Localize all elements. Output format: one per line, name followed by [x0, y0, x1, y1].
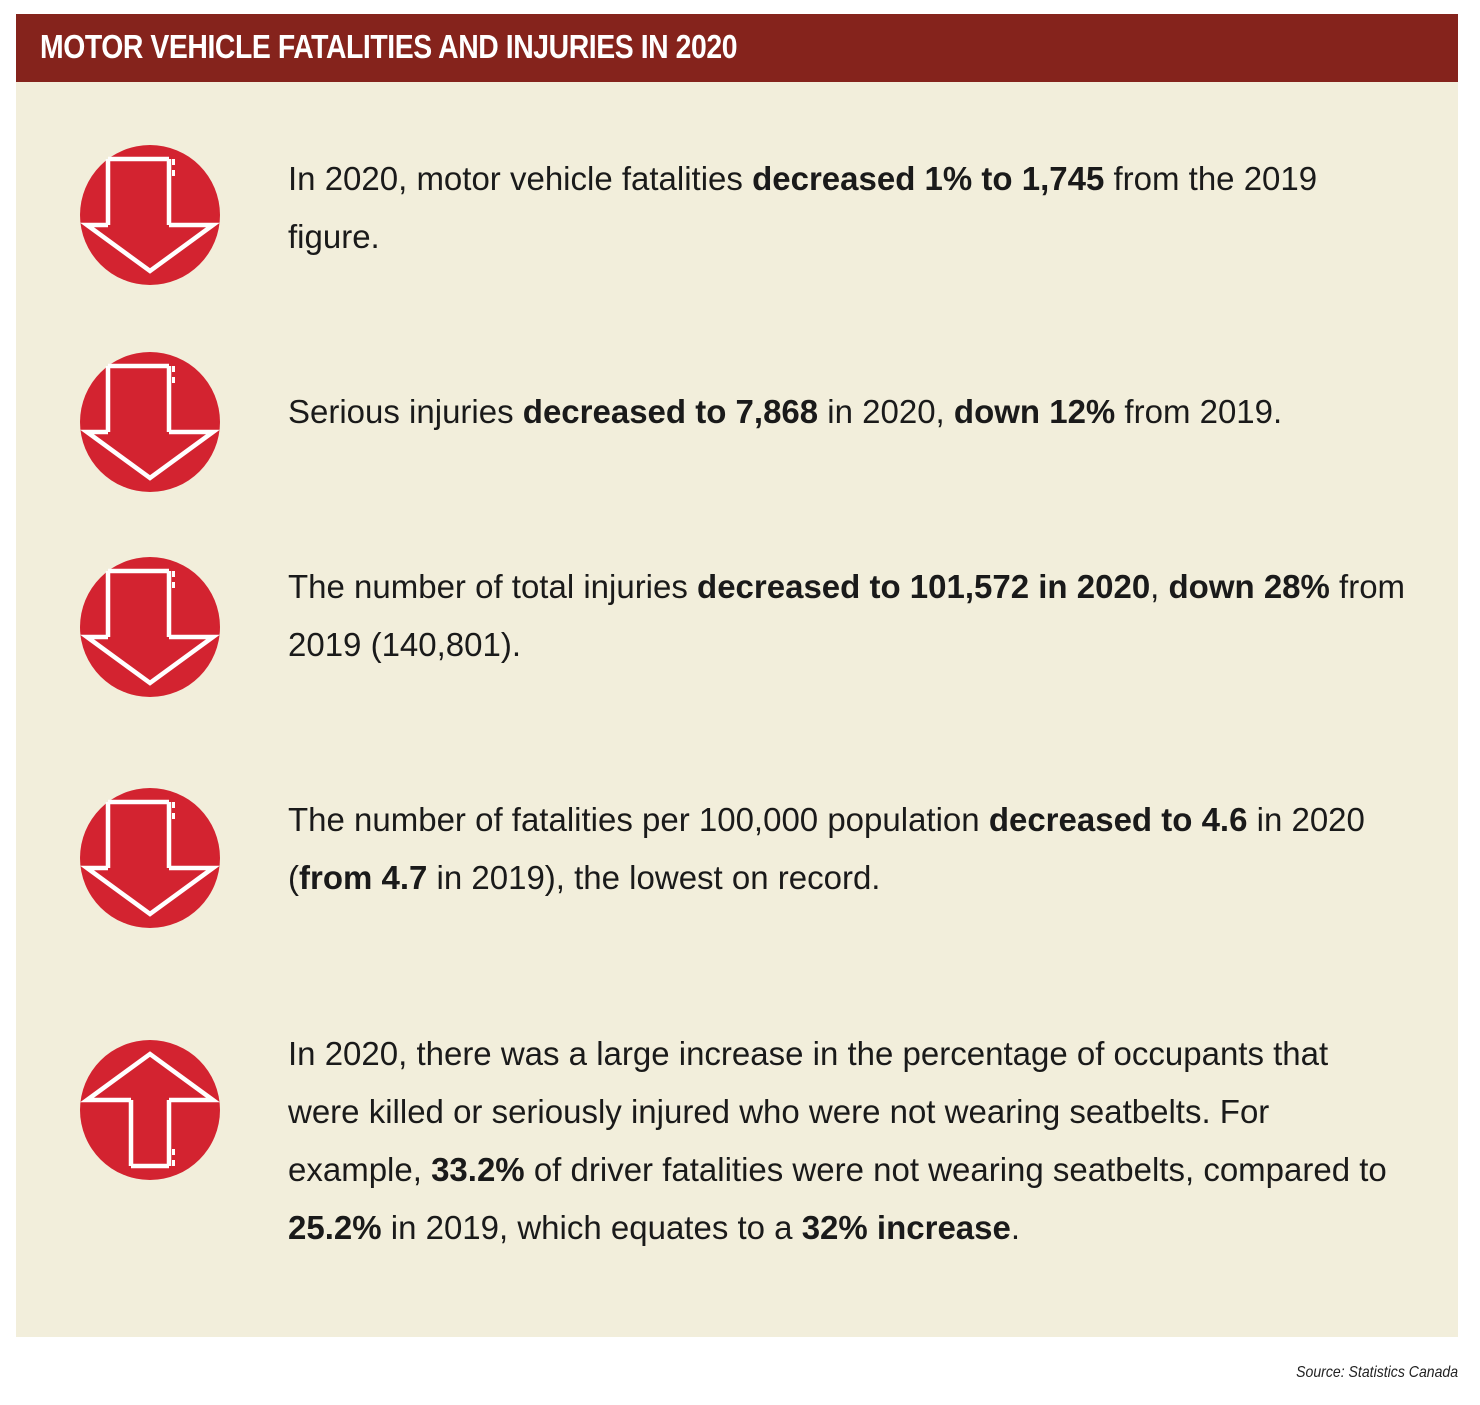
title-bar: MOTOR VEHICLE FATALITIES AND INJURIES IN…: [16, 14, 1458, 82]
segment: ,: [1150, 568, 1169, 605]
highlight: 33.2%: [431, 1151, 525, 1188]
highlight: decreased to 101,572 in 2020: [697, 568, 1151, 605]
highlight: decreased to 4.6: [988, 801, 1248, 838]
highlight: from 4.7: [299, 859, 428, 896]
highlight: decreased 1% to 1,745: [752, 160, 1105, 197]
segment: from the 2019 figure.: [288, 160, 1318, 255]
arrow-down-icon: [80, 788, 220, 928]
segment: The number of total injuries: [288, 568, 698, 605]
stat-text-serious-injuries: Serious injuries decreased to 7,868 in 2…: [288, 383, 1408, 441]
arrow-down-icon: [80, 352, 220, 492]
segment: from 2019 (140,801).: [288, 568, 1406, 663]
arrow-up-icon: [80, 1040, 220, 1180]
stat-text-fatalities: In 2020, motor vehicle fatalities decrea…: [288, 150, 1408, 266]
segment: in 2020,: [818, 393, 954, 430]
highlight: 32% increase: [801, 1209, 1011, 1246]
arrow-down-icon: [80, 145, 220, 285]
highlight: down 12%: [953, 393, 1116, 430]
source-note: Source: Statistics Canada: [1295, 1364, 1458, 1381]
segment: Serious injuries: [288, 393, 523, 430]
segment: The number of fatalities per 100,000 pop…: [288, 801, 989, 838]
stat-text-fatality-rate: The number of fatalities per 100,000 pop…: [288, 791, 1408, 907]
highlight: down 28%: [1168, 568, 1330, 605]
segment: In 2020, motor vehicle fatalities: [288, 160, 753, 197]
stat-text-total-injuries: The number of total injuries decreased t…: [288, 558, 1408, 674]
segment: In 2020, there was a large increase in t…: [288, 1035, 1329, 1188]
segment: in 2019, which equates to a: [381, 1209, 802, 1246]
segment: in 2020 (: [288, 801, 1365, 896]
highlight: decreased to 7,868: [522, 393, 819, 430]
stat-text-seatbelts: In 2020, there was a large increase in t…: [288, 1025, 1408, 1257]
segment: .: [1010, 1209, 1021, 1246]
segment: of driver fatalities were not wearing se…: [524, 1151, 1387, 1188]
page-title: MOTOR VEHICLE FATALITIES AND INJURIES IN…: [40, 28, 738, 65]
segment: from 2019.: [1115, 393, 1283, 430]
highlight: 25.2%: [288, 1209, 382, 1246]
segment: in 2019), the lowest on record.: [427, 859, 881, 896]
stats-panel: In 2020, motor vehicle fatalities decrea…: [16, 82, 1458, 1337]
arrow-down-icon: [80, 557, 220, 697]
